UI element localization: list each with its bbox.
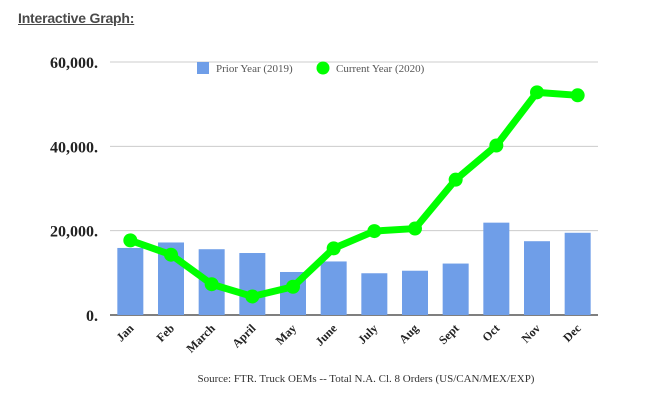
bar-aug[interactable] <box>402 270 428 315</box>
x-tick-label: June <box>312 321 340 349</box>
legend-item-current-year[interactable]: Current Year (2020) <box>316 61 425 76</box>
point-oct[interactable] <box>489 138 504 153</box>
legend-label: Prior Year (2019) <box>216 63 293 75</box>
page-heading: Interactive Graph: <box>18 10 135 26</box>
bar-nov[interactable] <box>524 241 550 315</box>
bar-series <box>117 222 591 315</box>
legend-label: Current Year (2020) <box>336 63 425 75</box>
x-tick-label: April <box>229 321 259 351</box>
point-dec[interactable] <box>570 88 585 103</box>
point-july[interactable] <box>367 224 382 239</box>
source-note: Source: FTR. Truck OEMs -- Total N.A. Cl… <box>198 373 535 385</box>
legend[interactable]: Prior Year (2019) Current Year (2020) <box>197 61 425 76</box>
legend-swatch-dot <box>316 61 330 75</box>
x-tick-label: Oct <box>479 321 502 344</box>
point-feb[interactable] <box>164 247 178 262</box>
x-tick-label: Feb <box>154 321 178 345</box>
bar-june[interactable] <box>320 261 347 315</box>
x-tick-label: March <box>184 321 218 355</box>
x-tick-label: July <box>355 321 380 346</box>
bar-jan[interactable] <box>117 247 144 315</box>
bar-april[interactable] <box>239 253 266 315</box>
x-tick-label: Dec <box>560 321 584 345</box>
line-series <box>123 85 585 304</box>
point-jan[interactable] <box>123 233 138 248</box>
y-tick-label: 0. <box>86 308 98 325</box>
bar-july[interactable] <box>361 273 388 315</box>
bar-sept[interactable] <box>442 263 469 315</box>
y-tick-label: 20,000. <box>50 224 98 241</box>
series-line <box>126 88 582 300</box>
bar-dec[interactable] <box>564 232 591 315</box>
x-tick-label: Nov <box>519 321 544 346</box>
y-axis-ticks: 0. 20,000. 40,000. 60,000. <box>50 55 98 325</box>
x-tick-label: Jan <box>113 321 136 344</box>
bar-oct[interactable] <box>483 222 510 315</box>
y-tick-label: 60,000. <box>50 55 98 72</box>
x-tick-label: May <box>273 321 299 347</box>
point-june[interactable] <box>326 241 341 256</box>
point-nov[interactable] <box>530 85 544 100</box>
x-axis-ticks: Jan Feb March April May June July Aug Sept Oct Nov… <box>113 321 584 356</box>
x-tick-label: Sept <box>436 321 462 347</box>
point-may[interactable] <box>286 279 300 294</box>
x-tick-label: Aug <box>396 321 421 346</box>
y-tick-label: 40,000. <box>50 139 98 156</box>
point-aug[interactable] <box>408 221 422 236</box>
point-sept[interactable] <box>448 172 463 187</box>
legend-item-prior-year[interactable]: Prior Year (2019) <box>197 62 293 75</box>
point-april[interactable] <box>245 289 260 304</box>
legend-swatch-bar <box>197 62 209 74</box>
gridlines <box>110 61 598 316</box>
point-march[interactable] <box>204 277 219 292</box>
